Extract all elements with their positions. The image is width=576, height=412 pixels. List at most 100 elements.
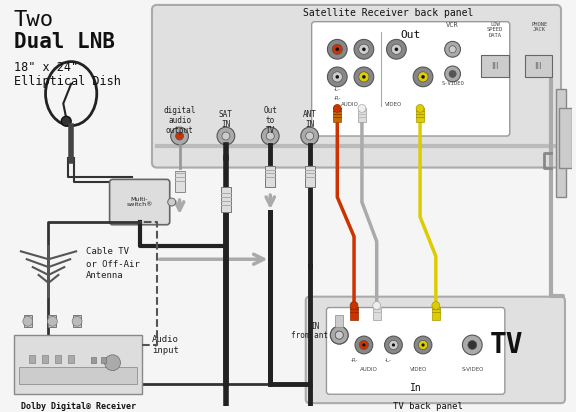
Text: Antenna: Antenna — [86, 272, 124, 281]
FancyBboxPatch shape — [306, 297, 565, 403]
Circle shape — [222, 132, 230, 140]
Text: Cable TV: Cable TV — [86, 247, 129, 256]
Text: III: III — [491, 61, 499, 70]
Circle shape — [327, 67, 347, 87]
Circle shape — [266, 132, 274, 140]
Text: III: III — [535, 61, 542, 70]
Text: -L-: -L- — [385, 358, 392, 363]
Text: VIDEO: VIDEO — [410, 367, 427, 372]
Text: Dolby Digital® Receiver: Dolby Digital® Receiver — [21, 402, 135, 411]
Text: -R-: -R- — [350, 358, 358, 363]
Bar — [556, 89, 566, 197]
Text: Audio
input: Audio input — [152, 335, 179, 355]
Circle shape — [362, 75, 366, 79]
Circle shape — [418, 72, 428, 82]
Circle shape — [391, 44, 401, 54]
Circle shape — [332, 72, 342, 82]
Text: IN: IN — [310, 322, 319, 331]
Bar — [305, 166, 314, 187]
Circle shape — [332, 44, 342, 54]
Text: output: output — [166, 126, 194, 135]
Text: Out: Out — [263, 106, 277, 115]
Circle shape — [449, 46, 456, 53]
Bar — [266, 166, 275, 187]
Text: Multi-
switch®: Multi- switch® — [127, 197, 153, 208]
Bar — [101, 357, 105, 363]
Circle shape — [335, 331, 343, 339]
FancyBboxPatch shape — [152, 5, 561, 168]
Circle shape — [362, 47, 366, 51]
Text: TV: TV — [266, 126, 275, 135]
Text: AUDIO: AUDIO — [341, 101, 359, 107]
Text: -R-: -R- — [334, 96, 341, 101]
Text: from ant: from ant — [291, 331, 328, 340]
Bar — [373, 307, 381, 321]
Bar — [525, 55, 552, 77]
Bar — [29, 355, 35, 363]
Circle shape — [23, 316, 33, 326]
Circle shape — [359, 340, 369, 350]
Circle shape — [373, 302, 381, 309]
Circle shape — [422, 343, 425, 346]
FancyBboxPatch shape — [312, 22, 510, 136]
Bar — [559, 108, 572, 168]
Text: In: In — [410, 384, 422, 393]
Bar — [24, 316, 32, 327]
Text: to: to — [266, 116, 275, 125]
Circle shape — [176, 132, 184, 140]
Text: S-VIDEO: S-VIDEO — [461, 367, 483, 372]
Circle shape — [331, 326, 348, 344]
Text: VIDEO: VIDEO — [385, 101, 402, 107]
Circle shape — [432, 302, 440, 309]
Circle shape — [335, 47, 339, 51]
Text: TV: TV — [490, 331, 524, 359]
Circle shape — [385, 336, 402, 354]
Circle shape — [468, 341, 477, 349]
Text: audio: audio — [168, 116, 191, 125]
Text: Elliptical Dish: Elliptical Dish — [14, 75, 121, 88]
Bar — [68, 355, 74, 363]
Circle shape — [421, 75, 425, 79]
Circle shape — [335, 75, 339, 79]
Text: Out: Out — [400, 30, 421, 40]
Bar — [432, 307, 440, 321]
Circle shape — [449, 70, 456, 77]
Bar — [175, 171, 184, 192]
Bar — [221, 187, 231, 212]
Bar — [14, 335, 142, 394]
Text: LOW
SPEED
DATA: LOW SPEED DATA — [487, 22, 503, 38]
Bar — [358, 108, 366, 122]
Bar — [48, 316, 56, 327]
Circle shape — [217, 127, 235, 145]
Text: Dual LNB: Dual LNB — [14, 32, 115, 52]
Circle shape — [386, 40, 406, 59]
Circle shape — [416, 105, 424, 112]
Text: or Off-Air: or Off-Air — [86, 260, 140, 269]
Circle shape — [170, 127, 188, 145]
Text: Two: Two — [14, 10, 54, 30]
Circle shape — [327, 40, 347, 59]
Circle shape — [72, 316, 82, 326]
Circle shape — [105, 355, 120, 371]
Circle shape — [389, 340, 398, 350]
Text: VCR: VCR — [446, 22, 459, 28]
FancyBboxPatch shape — [327, 307, 505, 394]
FancyBboxPatch shape — [109, 179, 170, 225]
Circle shape — [47, 316, 58, 326]
Text: AUDIO: AUDIO — [360, 367, 378, 372]
Bar — [73, 316, 81, 327]
Bar — [416, 108, 424, 122]
Text: ANT: ANT — [303, 110, 317, 119]
Bar — [481, 55, 509, 77]
Bar — [19, 367, 137, 384]
Circle shape — [413, 67, 433, 87]
Text: Satellite Receiver back panel: Satellite Receiver back panel — [304, 8, 473, 18]
Circle shape — [354, 67, 374, 87]
Bar — [350, 307, 358, 321]
Bar — [55, 355, 61, 363]
Circle shape — [414, 336, 432, 354]
Circle shape — [168, 198, 176, 206]
Text: TV back panel: TV back panel — [393, 402, 463, 411]
Circle shape — [334, 105, 341, 112]
Circle shape — [418, 340, 427, 350]
